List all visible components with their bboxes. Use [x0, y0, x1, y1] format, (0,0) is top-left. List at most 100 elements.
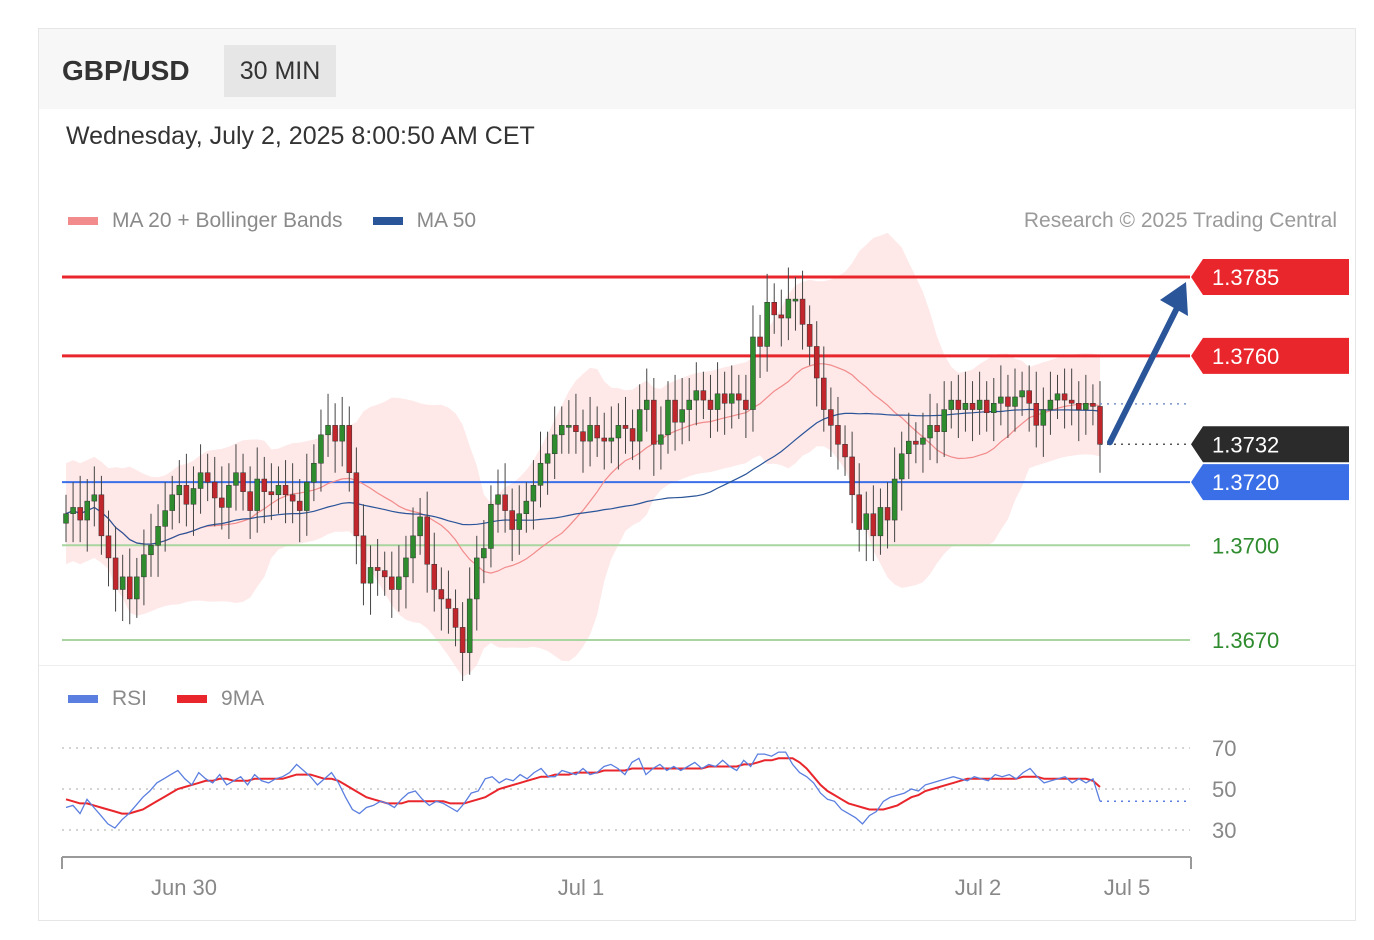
candle-body — [240, 472, 246, 492]
candle-body — [282, 485, 289, 496]
candle-body — [983, 399, 990, 413]
candle-body — [389, 576, 395, 590]
candle-body — [98, 494, 105, 537]
candle-body — [134, 576, 140, 600]
candle-body — [544, 453, 551, 464]
candle-body — [856, 494, 862, 530]
candle-body — [452, 608, 459, 628]
candle-body — [771, 302, 777, 316]
rsi-legend-label: RSI — [112, 687, 148, 710]
candle-body — [998, 396, 1004, 404]
price-legend: MA 20 + Bollinger Bands MA 50 — [68, 209, 476, 233]
candle-body — [211, 481, 218, 499]
candle-body — [615, 425, 622, 439]
x-tick-label: Jul 1 — [558, 875, 604, 900]
candle-body — [70, 507, 76, 514]
ma50-line — [65, 408, 1101, 545]
candle-body — [523, 500, 530, 514]
candle-body — [955, 399, 962, 410]
candle-body — [806, 324, 813, 347]
candle-body — [304, 481, 310, 511]
candle-body — [721, 393, 728, 404]
candle-body — [325, 425, 331, 436]
candle-body — [1019, 390, 1025, 398]
candle-body — [651, 399, 657, 445]
ma50-swatch — [372, 217, 403, 225]
level-label-last: 1.3732 — [1212, 432, 1279, 457]
candle-body — [891, 478, 898, 521]
candle-body — [636, 409, 643, 442]
candle-body — [233, 472, 239, 486]
x-axis: Jun 30 Jul 1 Jul 2 Jul 5 — [61, 856, 1192, 900]
candle-body — [573, 425, 579, 432]
candle-body — [587, 425, 593, 442]
candle-body — [643, 399, 650, 410]
candle-body — [757, 336, 763, 347]
copyright-note: Research © 2025 Trading Central — [1023, 209, 1337, 232]
candle-body — [679, 409, 685, 423]
candle-body — [396, 576, 402, 590]
candle-body — [226, 485, 232, 508]
candle-body — [63, 513, 69, 524]
symbol-title: GBP/USD — [62, 55, 190, 86]
candle-body — [516, 513, 523, 530]
candle-body — [976, 399, 983, 410]
candle-body — [743, 399, 749, 410]
rsi-line — [65, 751, 1101, 829]
rsi-tick-label: 30 — [1212, 818, 1236, 843]
candle-body — [849, 456, 855, 496]
ma50-legend-label: MA 50 — [416, 209, 477, 232]
candle-body — [105, 535, 112, 559]
rsi-legend: RSI 9MA — [68, 687, 264, 711]
chart-header: GBP/USD 30 MIN — [39, 29, 1355, 109]
candle-body — [261, 478, 268, 492]
ma9-swatch — [177, 695, 208, 703]
candle-body — [275, 485, 282, 496]
candle-body — [254, 478, 260, 511]
candle-body — [962, 403, 969, 410]
level-tag-bg — [1191, 426, 1349, 463]
rsi-panel: 70 50 30 — [62, 736, 1236, 843]
candle-body — [580, 431, 586, 442]
candle-body — [898, 453, 905, 480]
level-label-pivot: 1.3720 — [1212, 470, 1279, 495]
candle-body — [77, 507, 83, 521]
candle-body — [289, 494, 296, 502]
candle-body — [566, 425, 572, 428]
candle-body — [431, 563, 438, 590]
x-tick-label: Jul 2 — [955, 875, 1001, 900]
candle-body — [148, 545, 154, 556]
rsi-separator — [39, 665, 1355, 666]
candle-body — [353, 472, 360, 537]
candle-body — [835, 425, 841, 445]
candle-body — [367, 567, 374, 584]
candle-body — [346, 425, 353, 473]
candle-body — [792, 298, 799, 302]
rsi-swatch — [68, 695, 98, 703]
candle-body — [339, 425, 345, 442]
candle-body — [821, 377, 827, 410]
candle-body — [296, 500, 303, 511]
candle-body — [204, 472, 211, 483]
candle-body — [1054, 393, 1061, 401]
rsi-tick-label: 70 — [1212, 736, 1236, 761]
candle-body — [410, 535, 416, 559]
candle-body — [1005, 396, 1011, 407]
x-tick-label: Jul 5 — [1104, 875, 1150, 900]
candle-body — [991, 403, 997, 413]
level-tag-bg — [1191, 337, 1349, 374]
candle-body — [190, 488, 197, 505]
level-label-support: 1.3700 — [1212, 533, 1279, 558]
ma20-line — [65, 363, 1101, 574]
level-tag-bg — [1191, 259, 1349, 295]
candle-body — [778, 314, 785, 319]
candle-body — [728, 393, 735, 404]
candle-body — [799, 298, 806, 325]
candle-body — [537, 462, 544, 486]
candle-body — [665, 399, 671, 436]
timeframe-badge[interactable]: 30 MIN — [224, 45, 336, 97]
candle-body — [169, 494, 175, 511]
rsi-9ma-line — [65, 757, 1101, 815]
candle-body — [530, 485, 537, 502]
